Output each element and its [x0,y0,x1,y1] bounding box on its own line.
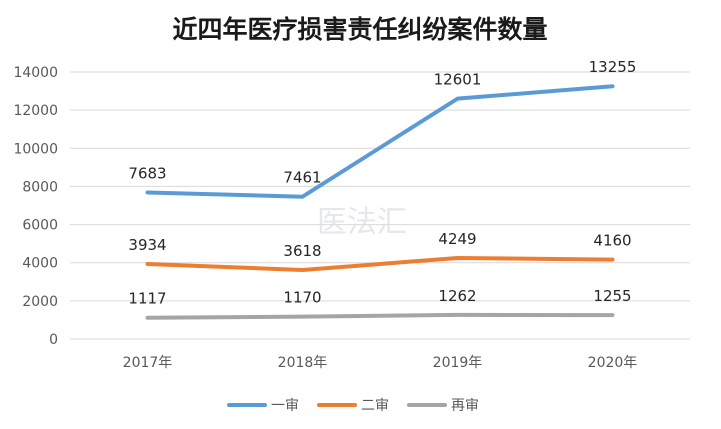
y-tick-label: 4000 [22,256,58,272]
data-label: 4249 [438,230,476,248]
data-label: 1117 [128,290,166,308]
y-tick-label: 0 [49,332,58,348]
y-tick-label: 8000 [22,179,58,195]
data-label: 7461 [283,169,321,187]
y-tick-label: 14000 [13,65,58,81]
series-line-1 [145,255,615,272]
data-label: 1262 [438,287,476,305]
series-lines [145,84,615,320]
y-axis-ticks: 0 2000 4000 6000 8000 10000 12000 14000 [13,65,58,348]
data-label: 12601 [434,71,482,89]
x-tick-label: 2020年 [588,355,638,371]
legend: 一审 二审 再审 [227,398,479,414]
y-tick-label: 2000 [22,294,58,310]
chart-title: 近四年医疗损害责任纠纷案件数量 [172,15,547,44]
data-label: 3618 [283,242,321,260]
data-labels: 7683 7461 12601 13255 3934 3618 4249 4160 1117 11… [128,58,636,307]
data-label: 7683 [128,164,166,182]
y-tick-label: 10000 [13,141,58,157]
y-tick-label: 6000 [22,218,58,234]
data-label: 3934 [128,236,166,254]
data-label: 1255 [593,287,631,305]
y-tick-label: 12000 [13,103,58,119]
series-line-2 [145,312,615,320]
x-tick-label: 2017年 [123,355,173,371]
data-label: 1170 [283,289,321,307]
series-line-0 [145,84,615,199]
x-axis-ticks: 2017年 2018年 2019年 2020年 [123,355,638,371]
data-label: 4160 [593,232,631,250]
legend-label: 再审 [451,398,479,414]
data-label: 13255 [589,58,637,76]
x-tick-label: 2018年 [278,355,328,371]
watermark: 医法汇 [317,205,407,240]
legend-label: 二审 [361,398,389,414]
legend-label: 一审 [271,398,299,414]
x-tick-label: 2019年 [433,355,483,371]
